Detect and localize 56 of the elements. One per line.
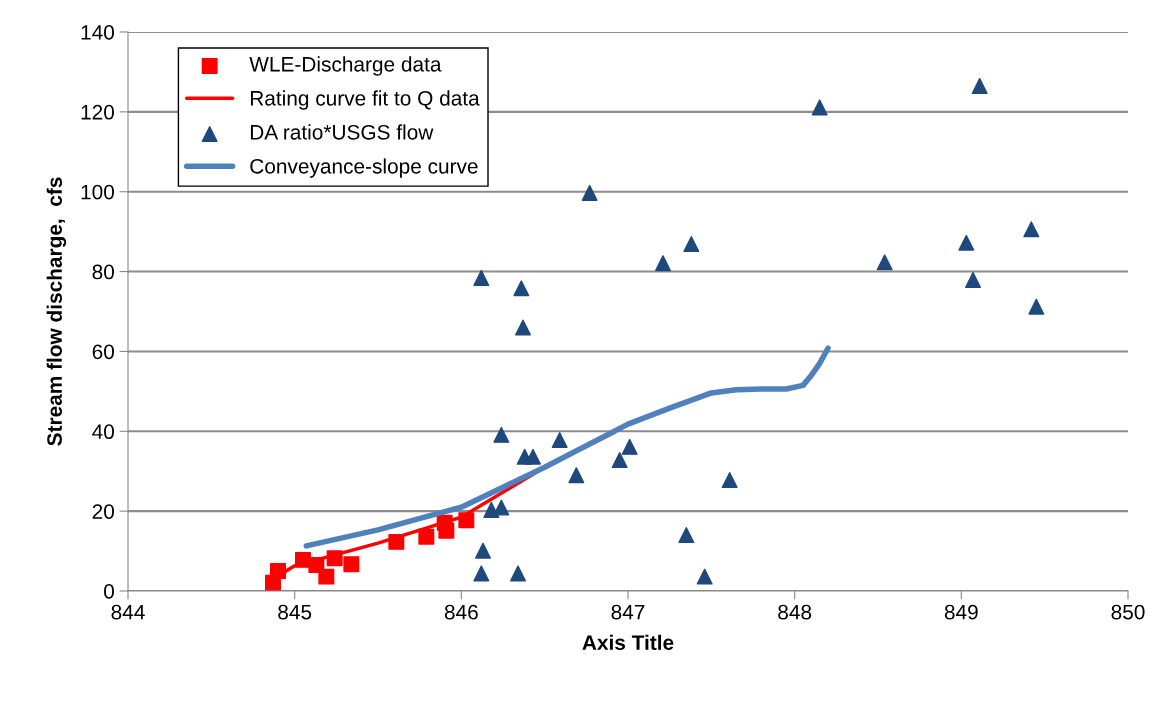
point (876, 254, 893, 271)
point (965, 271, 981, 288)
point (308, 557, 325, 574)
legend-label: Conveyance-slope curve (250, 158, 478, 178)
point (696, 568, 713, 585)
point (515, 319, 531, 336)
point (525, 448, 541, 465)
point (721, 472, 738, 488)
point (971, 77, 988, 94)
point (343, 556, 360, 573)
point (510, 565, 526, 582)
point (1023, 221, 1040, 238)
point (581, 184, 598, 201)
legend-label: WLE-Discharge data (249, 56, 442, 76)
y-tick-label: 60 (92, 344, 114, 360)
point (493, 426, 510, 443)
y-tick-label: 40 (92, 424, 114, 440)
point (418, 528, 435, 545)
x-tick-label: 847 (611, 604, 645, 620)
legend-label: DA ratio*USGS flow (250, 124, 434, 140)
x-tick-label: 844 (111, 604, 145, 620)
point (388, 533, 405, 550)
point (655, 255, 671, 272)
point (683, 236, 700, 252)
point (678, 527, 695, 544)
y-axis-title: Stream flow discharge, cfs (46, 177, 67, 446)
point (621, 438, 638, 455)
point (551, 432, 568, 449)
point (958, 234, 975, 251)
legend-label: Rating curve fit to Q data (250, 90, 480, 110)
x-tick-label: 846 (444, 604, 478, 620)
y-tick-label: 20 (92, 504, 114, 519)
point (475, 542, 491, 559)
point (473, 565, 490, 582)
x-tick-label: 850 (1111, 604, 1145, 620)
x-tick-label: 845 (278, 604, 312, 620)
point (513, 280, 530, 297)
point (270, 563, 286, 580)
point (318, 568, 335, 585)
y-tick-label: 120 (81, 104, 114, 120)
point (611, 452, 628, 469)
point (438, 522, 455, 539)
x-tick-label: 849 (944, 604, 978, 620)
point (473, 269, 490, 286)
point (493, 499, 510, 516)
y-tick-label: 100 (81, 184, 114, 200)
point (1028, 298, 1045, 315)
x-axis-title: Axis Title (582, 634, 674, 651)
point (811, 99, 828, 116)
point (458, 512, 475, 529)
y-tick-label: 0 (104, 584, 114, 599)
y-tick-label: 140 (81, 25, 114, 40)
y-tick-label: 80 (92, 264, 114, 280)
x-tick-label: 848 (778, 604, 812, 620)
point (568, 467, 585, 484)
point (326, 550, 343, 567)
